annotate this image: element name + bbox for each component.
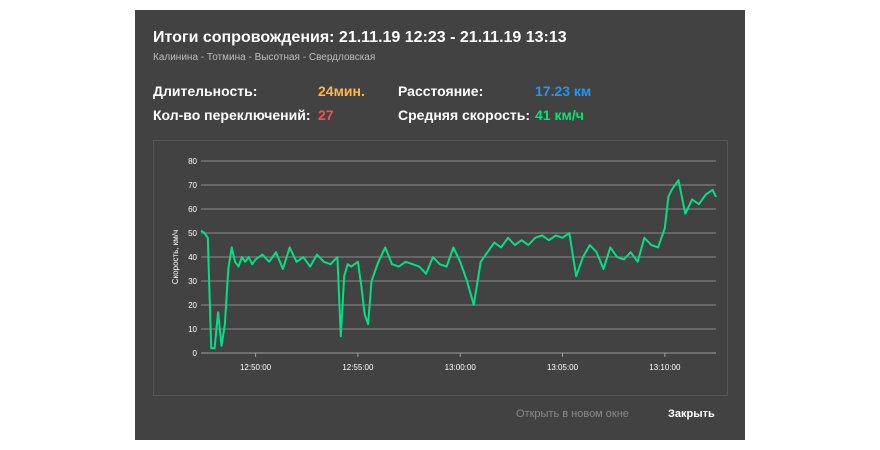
y-tick-label: 10 (188, 325, 197, 334)
y-axis-label: Скорость, км/ч (171, 230, 180, 284)
dialog-title: Итоги сопровождения: 21.11.19 12:23 - 21… (153, 29, 567, 46)
speed-chart: 0 10 20 30 40 50 60 70 80 12:50:00 12:55:00 13:00:0… (153, 140, 728, 396)
y-tick-label: 60 (188, 205, 197, 214)
y-tick-label: 50 (188, 229, 197, 238)
x-tick-label: 13:10:00 (649, 363, 681, 372)
x-tick-label: 13:00:00 (445, 363, 477, 372)
duration-value: 24мин. (318, 83, 365, 99)
open-new-window-button[interactable]: Открыть в новом окне (516, 408, 629, 420)
switches-value: 27 (318, 107, 334, 123)
y-tick-label: 70 (188, 181, 197, 190)
speed-series-line (200, 179, 717, 350)
speed-chart-svg: 0 10 20 30 40 50 60 70 80 12:50:00 12:55:00 13:00:0… (171, 157, 717, 372)
avg-speed-label: Средняя скорость: (398, 107, 531, 123)
y-tick-label: 20 (188, 301, 197, 310)
x-tick-label: 12:50:00 (240, 363, 272, 372)
tracking-summary-dialog: Итоги сопровождения: 21.11.19 12:23 - 21… (135, 10, 745, 440)
distance-value: 17.23 км (535, 83, 592, 99)
y-tick-label: 0 (193, 349, 198, 358)
y-tick-label: 30 (188, 277, 197, 286)
distance-label: Расстояние: (398, 83, 484, 99)
y-tick-label: 80 (188, 157, 197, 166)
switches-label: Кол-во переключений: (153, 107, 311, 123)
close-button[interactable]: Закрыть (668, 408, 715, 420)
avg-speed-value: 41 км/ч (535, 107, 584, 123)
x-tick-label: 13:05:00 (547, 363, 579, 372)
duration-label: Длительность: (153, 83, 258, 99)
y-tick-label: 40 (188, 253, 197, 262)
route-text: Калинина - Тотмина - Высотная - Свердлов… (153, 52, 376, 63)
x-tick-label: 12:55:00 (342, 363, 374, 372)
